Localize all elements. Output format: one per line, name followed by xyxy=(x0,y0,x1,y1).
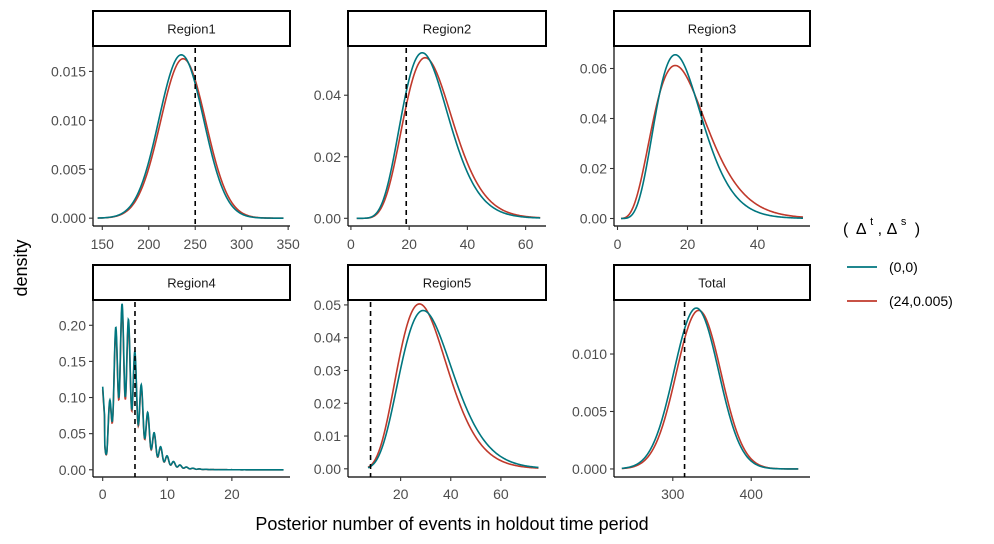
panel-title: Region4 xyxy=(167,276,215,291)
panel-title: Region2 xyxy=(423,22,471,37)
density-line-0-0 xyxy=(620,53,804,220)
density-line-0-0 xyxy=(356,51,541,220)
x-tick-label: 400 xyxy=(740,486,764,502)
legend-label-24-0005: (24,0.005) xyxy=(889,293,953,309)
panel-region1: Region1 0.000 0.005 0.010 0.015 150 200 250 300 3… xyxy=(51,10,300,252)
y-tick-label: 0.00 xyxy=(314,210,341,226)
legend-title-delta-t: Δ xyxy=(856,221,867,238)
panel-strip xyxy=(613,264,811,301)
legend: ( Δ t , Δ s ) (0,0) (24,0.005) xyxy=(843,212,953,309)
panel-title: Region5 xyxy=(423,276,471,291)
y-tick-label: 0.00 xyxy=(59,462,86,478)
panel-strip xyxy=(613,10,811,47)
y-tick-label: 0.010 xyxy=(51,112,86,128)
y-tick-label: 0.010 xyxy=(572,346,607,362)
y-tick-label: 0.04 xyxy=(314,330,341,346)
y-tick-label: 0.04 xyxy=(580,111,607,127)
density-line-24-0005 xyxy=(367,303,539,469)
x-tick-label: 0 xyxy=(99,486,107,502)
legend-title-comma: , xyxy=(878,221,882,238)
y-tick-label: 0.02 xyxy=(314,395,341,411)
legend-title-sup-t: t xyxy=(870,216,873,228)
x-tick-label: 150 xyxy=(91,236,115,252)
y-tick-label: 0.01 xyxy=(314,428,341,444)
legend-title: ( Δ t , Δ s ) xyxy=(843,212,920,238)
density-line-0-0 xyxy=(621,307,799,470)
x-tick-label: 60 xyxy=(493,486,509,502)
x-tick-label: 40 xyxy=(460,236,476,252)
x-tick-label: 250 xyxy=(184,236,208,252)
x-tick-label: 300 xyxy=(661,486,685,502)
panel-strip xyxy=(347,264,547,301)
y-tick-label: 0.00 xyxy=(314,461,341,477)
panel-strip xyxy=(92,264,291,301)
panel-title: Total xyxy=(698,276,726,291)
x-tick-label: 60 xyxy=(518,236,534,252)
panel-title: Region1 xyxy=(167,22,215,37)
x-tick-label: 200 xyxy=(137,236,161,252)
y-tick-label: 0.15 xyxy=(59,353,86,369)
density-line-0-0 xyxy=(101,303,284,471)
panel-region5: Region5 0.00 0.01 0.02 0.03 0.04 0.05 20 40 60 xyxy=(314,264,547,502)
x-tick-label: 300 xyxy=(230,236,254,252)
y-tick-label: 0.04 xyxy=(314,87,341,103)
y-tick-label: 0.10 xyxy=(59,390,86,406)
y-tick-label: 0.000 xyxy=(51,210,86,226)
y-tick-label: 0.05 xyxy=(59,426,86,442)
y-tick-label: 0.005 xyxy=(572,403,607,419)
x-tick-label: 20 xyxy=(680,236,696,252)
x-tick-label: 20 xyxy=(401,236,417,252)
legend-title-delta-s: Δ xyxy=(887,221,898,238)
legend-label-0-0: (0,0) xyxy=(889,259,918,275)
y-tick-label: 0.005 xyxy=(51,161,86,177)
panel-title: Region3 xyxy=(688,22,736,37)
panel-strip xyxy=(92,10,291,47)
x-tick-label: 0 xyxy=(347,236,355,252)
y-axis-title: density xyxy=(11,239,31,296)
x-tick-label: 0 xyxy=(614,236,622,252)
density-line-24-0005 xyxy=(356,56,541,220)
legend-title-sup-s: s xyxy=(901,216,907,228)
panel-total: Total 0.000 0.005 0.010 300 400 xyxy=(572,264,811,502)
y-tick-label: 0.05 xyxy=(314,297,341,313)
y-tick-label: 0.20 xyxy=(59,317,86,333)
legend-title-close: ) xyxy=(915,221,920,238)
y-tick-label: 0.00 xyxy=(580,211,607,227)
x-tick-label: 20 xyxy=(224,486,240,502)
x-axis-title: Posterior number of events in holdout ti… xyxy=(255,514,648,534)
panel-region4: Region4 0.00 0.05 0.10 0.15 0.20 0 10 20 xyxy=(59,264,291,502)
density-line-0-0 xyxy=(367,309,539,469)
x-tick-label: 10 xyxy=(159,486,175,502)
panel-strip xyxy=(347,10,547,47)
panel-region2: Region2 0.00 0.02 0.04 0 20 40 60 xyxy=(314,10,547,252)
y-tick-label: 0.015 xyxy=(51,63,86,79)
x-tick-label: 40 xyxy=(750,236,766,252)
y-tick-label: 0.02 xyxy=(580,161,607,177)
legend-title-open: ( xyxy=(843,221,849,238)
y-tick-label: 0.02 xyxy=(314,149,341,165)
density-line-24-0005 xyxy=(97,57,284,219)
density-line-0-0 xyxy=(97,53,284,219)
x-tick-label: 350 xyxy=(276,236,300,252)
x-tick-label: 20 xyxy=(393,486,409,502)
y-tick-label: 0.03 xyxy=(314,362,341,378)
panel-region3: Region3 0.00 0.02 0.04 0.06 0 20 40 xyxy=(580,10,811,252)
x-tick-label: 40 xyxy=(443,486,459,502)
y-tick-label: 0.06 xyxy=(580,61,607,77)
density-line-24-0005 xyxy=(620,64,804,220)
y-tick-label: 0.000 xyxy=(572,461,607,477)
